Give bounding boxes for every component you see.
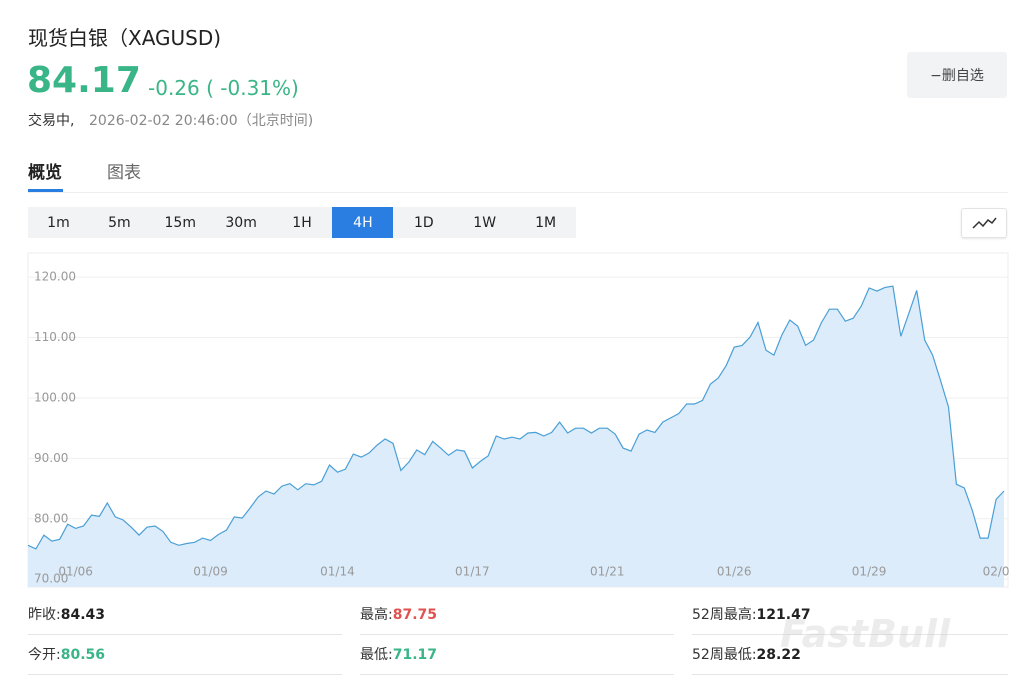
stat-label: 52周最低:	[692, 647, 757, 663]
stat-value: 84.43	[60, 607, 106, 623]
line-icon	[972, 217, 997, 229]
stat: 昨收:84.43	[28, 604, 105, 624]
interval-button[interactable]: 4H	[332, 207, 394, 238]
interval-button[interactable]: 1W	[473, 214, 497, 231]
interval-button[interactable]: 30m	[225, 214, 257, 231]
stat-value: 28.22	[756, 647, 801, 663]
interval-button[interactable]: 1M	[535, 214, 557, 231]
stat-value: 121.47	[756, 607, 811, 623]
stat: 最高:87.75	[360, 604, 437, 624]
y-tick-label: 110.00	[34, 330, 76, 344]
datetime: 2026-02-02 20:46:00（北京时间)	[89, 113, 314, 129]
tab-underline	[28, 189, 63, 192]
stat-rule	[360, 674, 674, 675]
stat-label: 最低:	[360, 647, 393, 663]
x-tick-label: 01/09	[193, 565, 228, 579]
stat-value: 71.17	[392, 647, 438, 663]
title: 现货白银（XAGUSD)	[28, 26, 222, 50]
tab-chart[interactable]: 图表	[107, 163, 141, 183]
stat-label: 52周最高:	[692, 607, 757, 623]
interval-bar: 1m 5m 15m 30m 1H 4H 1D 1W 1M	[28, 207, 576, 238]
stat-rule	[28, 674, 342, 675]
watermark: FastBull	[780, 612, 951, 656]
tab-overview[interactable]: 概览	[28, 163, 62, 183]
x-tick-label: 01/26	[717, 565, 752, 579]
x-tick-label: 01/06	[58, 565, 93, 579]
y-tick-label: 100.00	[34, 390, 76, 404]
x-tick-label: 01/21	[590, 565, 625, 579]
price: 84.17	[27, 60, 141, 101]
tab-divider	[28, 192, 1008, 193]
stat-label: 昨收:	[28, 607, 61, 623]
trading-status: 交易中,	[28, 113, 75, 129]
interval-button[interactable]: 1D	[413, 214, 434, 231]
stat-value: 87.75	[392, 607, 438, 623]
stat-rule	[28, 634, 342, 635]
interval-button[interactable]: 5m	[108, 214, 131, 231]
stat-rule	[360, 634, 674, 635]
x-tick-label: 01/29	[852, 565, 887, 579]
y-tick-label: 80.00	[34, 511, 68, 525]
x-tick-label: 01/17	[455, 565, 490, 579]
remove-watchlist-button[interactable]: −删自选	[907, 52, 1007, 98]
interval-button[interactable]: 1H	[292, 214, 312, 231]
stat-label: 最高:	[360, 607, 393, 623]
stat: 最低:71.17	[360, 644, 437, 664]
y-tick-label: 70.00	[34, 572, 68, 586]
interval-button[interactable]: 1m	[47, 214, 70, 231]
stat-rule	[692, 634, 1008, 635]
price-change: -0.26 ( -0.31%)	[148, 76, 299, 100]
stat-label: 今开:	[28, 647, 61, 663]
y-tick-label: 120.00	[34, 270, 76, 284]
stat-rule	[692, 674, 1008, 675]
stat: 52周最高:121.47	[692, 604, 811, 624]
stat: 今开:80.56	[28, 644, 105, 664]
stat: 52周最低:28.22	[692, 644, 801, 664]
x-tick-label: 01/14	[320, 565, 355, 579]
area-fill	[28, 286, 1004, 587]
stat-value: 80.56	[60, 647, 106, 663]
x-tick-label: 02/0	[983, 565, 1010, 579]
chart-type-button[interactable]	[961, 208, 1007, 238]
interval-button[interactable]: 15m	[164, 214, 196, 231]
price-line	[27, 285, 1005, 550]
y-tick-label: 90.00	[34, 451, 68, 465]
